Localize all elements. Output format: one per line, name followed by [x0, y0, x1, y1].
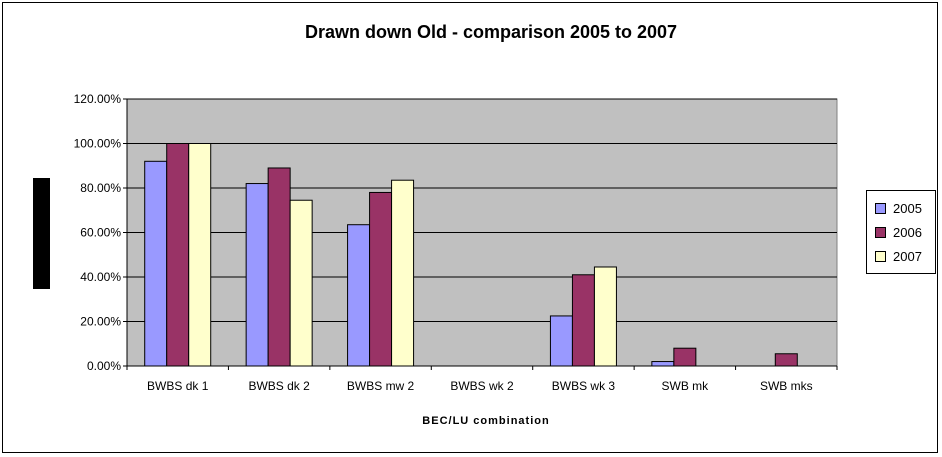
legend-item-2005: 2005 [875, 200, 922, 216]
bar-2007-bwbs-dk-1 [188, 143, 212, 367]
x-tick-label: BWBS dk 2 [248, 379, 310, 393]
y-tick-label: 0.00% [87, 359, 121, 373]
y-axis-ticks: 0.00% 20.00% 40.00% 60.00% 80.00% 100.00% 120.… [74, 92, 127, 373]
legend-label: 2006 [893, 224, 922, 240]
bar-2005-bwbs-dk-1 [144, 160, 168, 367]
x-tick-label: SWB mks [760, 379, 813, 393]
bar-2006-bwbs-dk-2 [267, 167, 291, 367]
chart-title: Drawn down Old - comparison 2005 to 2007 [305, 22, 677, 42]
bar-2006-swb-mks [774, 353, 798, 367]
bar-2005-swb-mk [651, 361, 675, 367]
legend-label: 2007 [893, 248, 922, 264]
legend-item-2007: 2007 [875, 248, 922, 264]
x-tick-label: SWB mk [662, 379, 710, 393]
gridlines [127, 98, 837, 322]
y-tick-label: 60.00% [80, 226, 121, 240]
x-tick-label: BWBS dk 1 [147, 379, 209, 393]
bar-2006-bwbs-wk-3 [571, 274, 595, 367]
x-tick-label: BWBS mw 2 [347, 379, 415, 393]
y-tick-label: 80.00% [80, 181, 121, 195]
y-tick-label: 120.00% [74, 92, 122, 106]
bar-2006-bwbs-mw-2 [369, 191, 393, 367]
legend-swatch [875, 226, 886, 238]
bar-2007-bwbs-dk-2 [289, 199, 313, 367]
legend-swatch [875, 250, 886, 262]
bar-2005-bwbs-wk-3 [549, 315, 573, 367]
y-axis-label-redacted [33, 178, 50, 289]
bar-2006-swb-mk [673, 347, 697, 367]
y-tick-label: 100.00% [74, 137, 122, 151]
x-tick-label: BWBS wk 3 [552, 379, 616, 393]
legend: 2005 2006 2007 [866, 190, 936, 274]
x-axis-ticks: BWBS dk 1 BWBS dk 2 BWBS mw 2 BWBS wk 2 BWBS… [126, 366, 838, 393]
bar-2007-bwbs-wk-3 [593, 266, 617, 367]
bar-2005-bwbs-dk-2 [245, 183, 269, 367]
bar-2007-bwbs-mw-2 [391, 179, 415, 367]
x-tick-label: BWBS wk 2 [450, 379, 514, 393]
legend-swatch [875, 202, 886, 214]
y-tick-label: 20.00% [80, 315, 121, 329]
legend-label: 2005 [893, 200, 922, 216]
y-tick-label: 40.00% [80, 270, 121, 284]
bars-group [144, 143, 798, 367]
x-axis-label: BEC/LU combination [422, 415, 549, 427]
legend-item-2006: 2006 [875, 224, 922, 240]
bar-2005-bwbs-mw-2 [347, 224, 371, 367]
bar-2006-bwbs-dk-1 [166, 143, 190, 367]
